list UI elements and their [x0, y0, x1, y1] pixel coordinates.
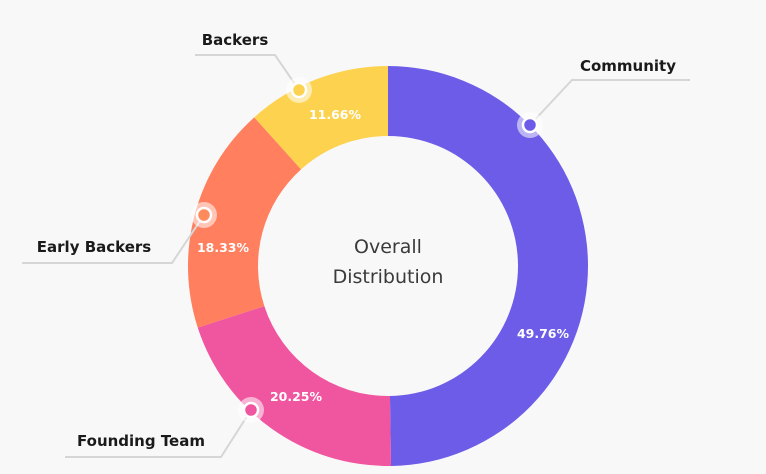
marker-dot-community [521, 116, 539, 134]
callout-label-backers: Backers [202, 31, 269, 49]
slice-backers [254, 66, 388, 170]
slice-founding-team [197, 306, 392, 467]
donut-slices [188, 66, 588, 467]
leader-line-community [529, 79, 690, 126]
callouts: Community Founding Team Early Backers Ba… [22, 31, 690, 458]
leader-line-early-backers [22, 214, 205, 264]
slice-label-community: 49.76% [517, 326, 570, 341]
marker-dot-founding-team [242, 401, 260, 419]
slice-labels: 49.76% 20.25% 18.33% 11.66% [197, 107, 570, 404]
leader-line-founding-team [65, 409, 252, 458]
leader-line-backers [195, 54, 300, 91]
center-title-line-1: Overall [354, 236, 422, 258]
callout-label-community: Community [580, 57, 676, 75]
slice-label-backers: 11.66% [309, 107, 362, 122]
callout-label-founding-team: Founding Team [77, 432, 205, 450]
slice-label-early-backers: 18.33% [197, 240, 250, 255]
callout-label-early-backers: Early Backers [37, 238, 151, 256]
marker-dot-backers [290, 81, 308, 99]
center-title: Overall Distribution [333, 236, 444, 288]
center-title-line-2: Distribution [333, 266, 444, 288]
slice-label-founding-team: 20.25% [270, 389, 323, 404]
marker-dot-early-backers [195, 206, 213, 224]
slice-community [388, 66, 588, 466]
slice-early-backers [188, 117, 302, 328]
